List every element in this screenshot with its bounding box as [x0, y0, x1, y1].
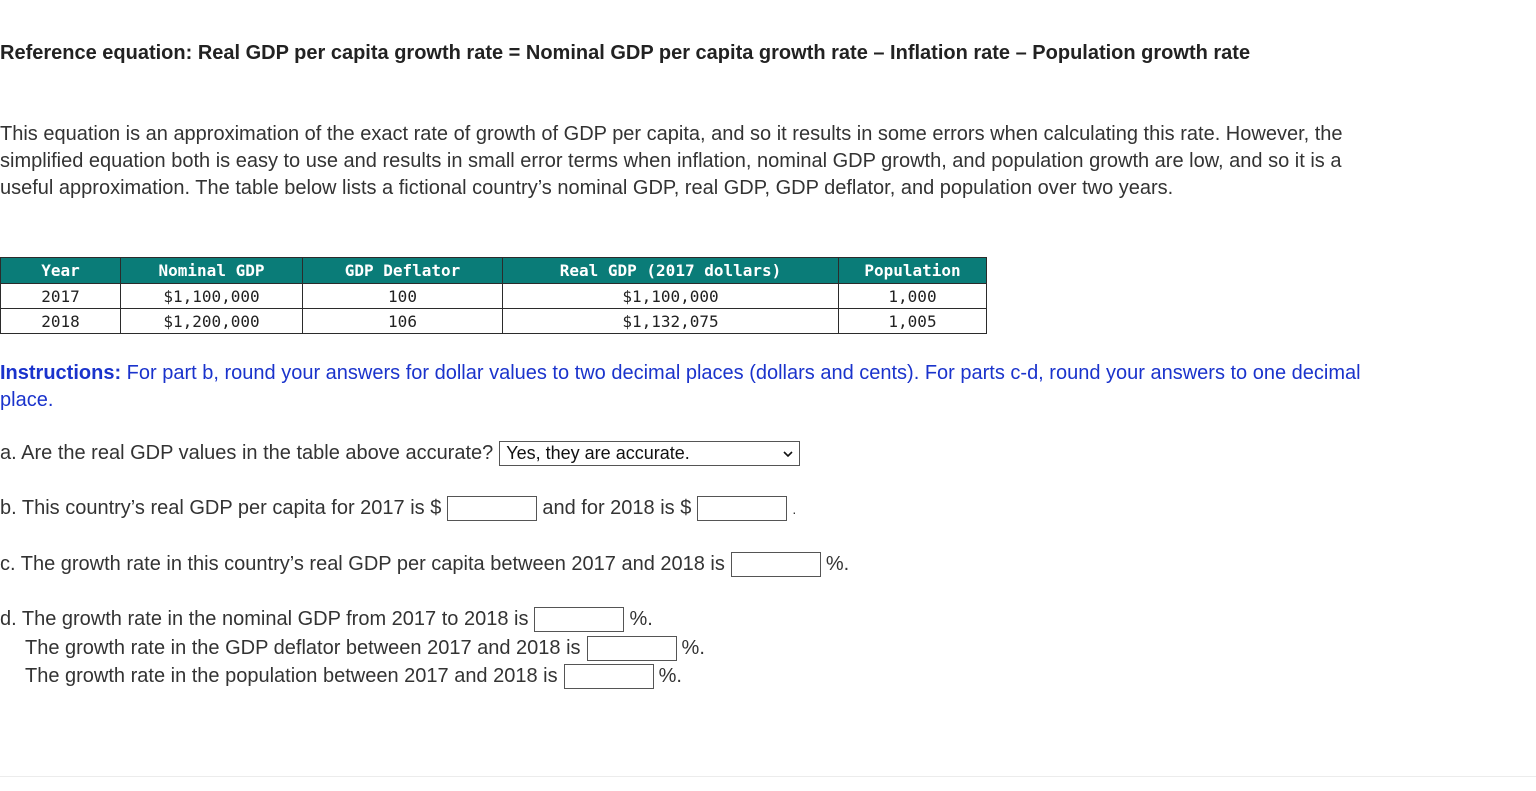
question-d-population-text: The growth rate in the population betwee… [25, 665, 558, 687]
question-c-text: c. The growth rate in this country’s rea… [0, 553, 725, 575]
accuracy-select-value: Yes, they are accurate. [506, 443, 690, 463]
cell-year: 2018 [0, 308, 121, 334]
real-gdp-per-capita-growth-input[interactable] [730, 552, 821, 577]
percent-unit: %. [658, 665, 682, 687]
cell-real-gdp: $1,132,075 [502, 308, 839, 334]
header-gdp-deflator: GDP Deflator [302, 257, 503, 284]
question-b: b. This country’s real GDP per capita fo… [0, 496, 796, 521]
cell-year: 2017 [0, 283, 121, 309]
question-a-text: a. Are the real GDP values in the table … [0, 442, 494, 464]
question-b-text-2018: and for 2018 is $ [542, 497, 692, 519]
percent-unit: %. [629, 608, 653, 630]
question-a: a. Are the real GDP values in the table … [0, 441, 801, 466]
question-d-line-2: The growth rate in the GDP deflator betw… [25, 636, 705, 661]
header-population: Population [838, 257, 987, 284]
header-nominal-gdp: Nominal GDP [120, 257, 303, 284]
question-b-text: b. This country’s real GDP per capita fo… [0, 497, 442, 519]
population-growth-input[interactable] [563, 664, 654, 689]
real-gdp-per-capita-2017-input[interactable] [447, 496, 538, 521]
cell-gdp-deflator: 106 [302, 308, 503, 334]
table-row: 2017 $1,100,000 100 $1,100,000 1,000 [0, 283, 987, 309]
accuracy-select[interactable]: Yes, they are accurate. [499, 441, 801, 466]
question-c: c. The growth rate in this country’s rea… [0, 552, 849, 577]
header-real-gdp: Real GDP (2017 dollars) [502, 257, 839, 284]
instructions: Instructions: For part b, round your ans… [0, 360, 1400, 414]
question-d-deflator-text: The growth rate in the GDP deflator betw… [25, 637, 581, 659]
instructions-text: For part b, round your answers for dolla… [0, 362, 1361, 411]
table-header-row: Year Nominal GDP GDP Deflator Real GDP (… [0, 257, 987, 284]
cell-real-gdp: $1,100,000 [502, 283, 839, 309]
cell-gdp-deflator: 100 [302, 283, 503, 309]
gdp-deflator-growth-input[interactable] [586, 636, 677, 661]
header-year: Year [0, 257, 121, 284]
gdp-table: Year Nominal GDP GDP Deflator Real GDP (… [0, 257, 987, 334]
reference-equation: Reference equation: Real GDP per capita … [0, 42, 1251, 64]
cell-population: 1,000 [838, 283, 987, 309]
cell-population: 1,005 [838, 308, 987, 334]
percent-unit: %. [825, 553, 850, 575]
percent-unit: %. [681, 637, 705, 659]
table-row: 2018 $1,200,000 106 $1,132,075 1,005 [0, 308, 987, 334]
nominal-gdp-growth-input[interactable] [534, 607, 625, 632]
cell-nominal-gdp: $1,200,000 [120, 308, 303, 334]
intro-paragraph: This equation is an approximation of the… [0, 123, 1343, 199]
question-d-text: d. The growth rate in the nominal GDP fr… [0, 608, 529, 630]
question-d-line-3: The growth rate in the population betwee… [25, 664, 682, 689]
real-gdp-per-capita-2018-input[interactable] [697, 496, 788, 521]
question-b-period: . [792, 500, 797, 517]
cell-nominal-gdp: $1,100,000 [120, 283, 303, 309]
question-d-line-1: d. The growth rate in the nominal GDP fr… [0, 607, 653, 632]
instructions-label: Instructions: [0, 362, 122, 384]
divider [0, 776, 1536, 777]
chevron-down-icon [783, 450, 793, 457]
